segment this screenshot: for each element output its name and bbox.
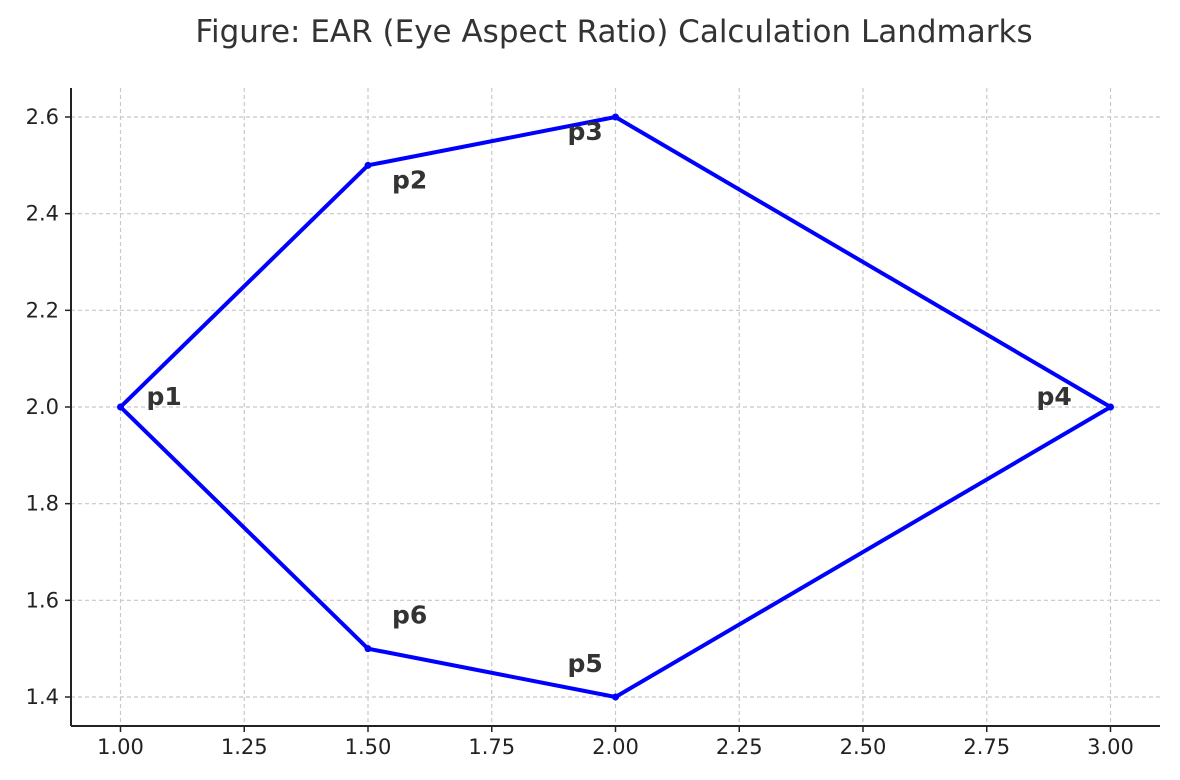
y-tick-label: 1.6	[26, 588, 59, 612]
data-point	[612, 693, 619, 701]
x-tick-label: 1.75	[468, 735, 515, 759]
data-point	[364, 161, 372, 169]
point-label-p1: p1	[147, 382, 182, 411]
x-tick-label: 2.50	[840, 735, 887, 759]
x-tick-label: 2.75	[963, 735, 1010, 759]
y-tick-label: 1.8	[26, 492, 59, 516]
point-label-p5: p5	[568, 649, 603, 678]
x-tick-label: 1.00	[97, 735, 144, 759]
data-point	[117, 403, 124, 411]
point-label-p6: p6	[392, 601, 427, 630]
y-tick-label: 2.2	[26, 298, 59, 322]
chart-title: Figure: EAR (Eye Aspect Ratio) Calculati…	[195, 14, 1033, 50]
data-point	[1107, 403, 1114, 411]
y-tick-label: 2.0	[26, 395, 59, 419]
grid-lines	[71, 88, 1160, 726]
x-tick-label: 2.00	[592, 735, 639, 759]
y-tick-label: 1.4	[26, 685, 59, 709]
y-tick-label: 2.6	[26, 105, 59, 129]
x-tick-label: 3.00	[1087, 735, 1134, 759]
x-tick-label: 1.25	[221, 735, 268, 759]
point-label-p2: p2	[392, 165, 427, 194]
data-point	[612, 113, 619, 121]
point-label-p3: p3	[568, 117, 603, 146]
x-tick-label: 1.50	[345, 735, 392, 759]
data-point	[364, 645, 372, 653]
y-tick-label: 2.4	[26, 202, 59, 226]
x-tick-label: 2.25	[716, 735, 763, 759]
point-label-p4: p4	[1037, 382, 1072, 411]
